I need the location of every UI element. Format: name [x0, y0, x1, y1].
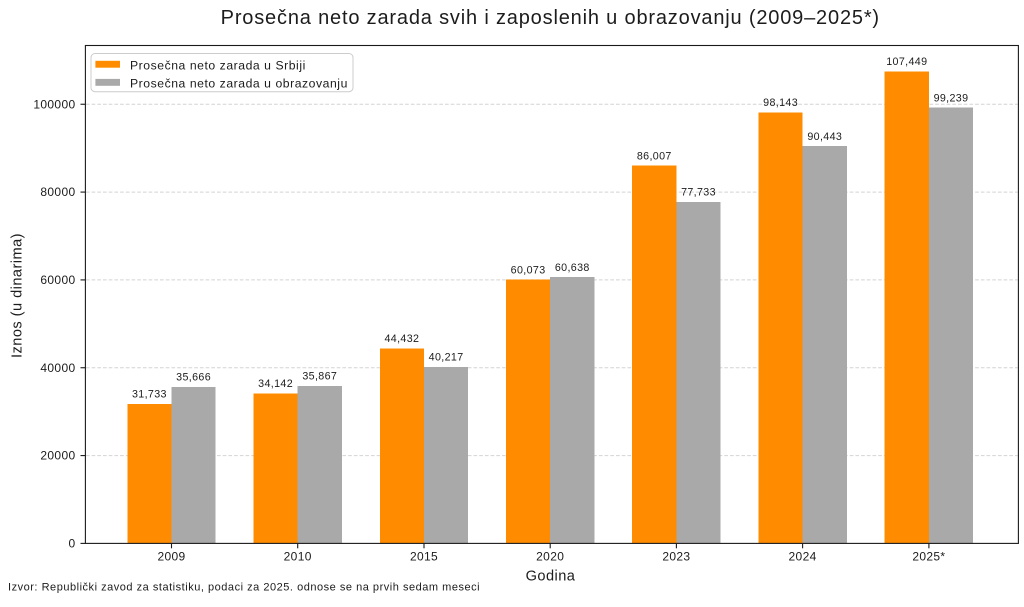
svg-text:2023: 2023 — [662, 550, 690, 564]
svg-text:Prosečna neto zarada u obrazov: Prosečna neto zarada u obrazovanju — [130, 77, 348, 91]
svg-text:80000: 80000 — [40, 185, 75, 199]
svg-text:107,449: 107,449 — [886, 56, 927, 68]
svg-text:2024: 2024 — [789, 550, 817, 564]
svg-text:35,867: 35,867 — [302, 371, 337, 383]
svg-text:40,217: 40,217 — [429, 352, 464, 364]
svg-text:0: 0 — [68, 537, 75, 551]
svg-text:2009: 2009 — [157, 550, 185, 564]
svg-text:34,142: 34,142 — [258, 378, 293, 390]
svg-text:Prosečna neto zarada svih i za: Prosečna neto zarada svih i zaposlenih u… — [221, 7, 880, 29]
svg-text:86,007: 86,007 — [637, 150, 672, 162]
svg-text:60,073: 60,073 — [511, 264, 546, 276]
svg-text:90,443: 90,443 — [807, 131, 842, 143]
svg-text:Izvor: Republički zavod za sta: Izvor: Republički zavod za statistiku, p… — [8, 582, 480, 594]
svg-text:20000: 20000 — [40, 449, 75, 463]
svg-text:40000: 40000 — [40, 361, 75, 375]
svg-text:98,143: 98,143 — [763, 97, 798, 109]
svg-text:31,733: 31,733 — [132, 389, 167, 401]
svg-text:100000: 100000 — [33, 97, 75, 111]
svg-text:2020: 2020 — [536, 550, 564, 564]
svg-text:Prosečna neto zarada u Srbiji: Prosečna neto zarada u Srbiji — [130, 58, 306, 72]
svg-text:Godina: Godina — [526, 569, 576, 585]
svg-text:2015: 2015 — [410, 550, 438, 564]
svg-text:99,239: 99,239 — [934, 92, 969, 104]
svg-text:44,432: 44,432 — [384, 333, 419, 345]
svg-text:Iznos (u dinarima): Iznos (u dinarima) — [10, 233, 26, 358]
svg-text:35,666: 35,666 — [176, 372, 211, 384]
svg-text:77,733: 77,733 — [681, 187, 716, 199]
svg-text:60000: 60000 — [40, 273, 75, 287]
svg-text:2010: 2010 — [284, 550, 312, 564]
svg-text:60,638: 60,638 — [555, 262, 590, 274]
svg-text:2025*: 2025* — [912, 550, 945, 564]
